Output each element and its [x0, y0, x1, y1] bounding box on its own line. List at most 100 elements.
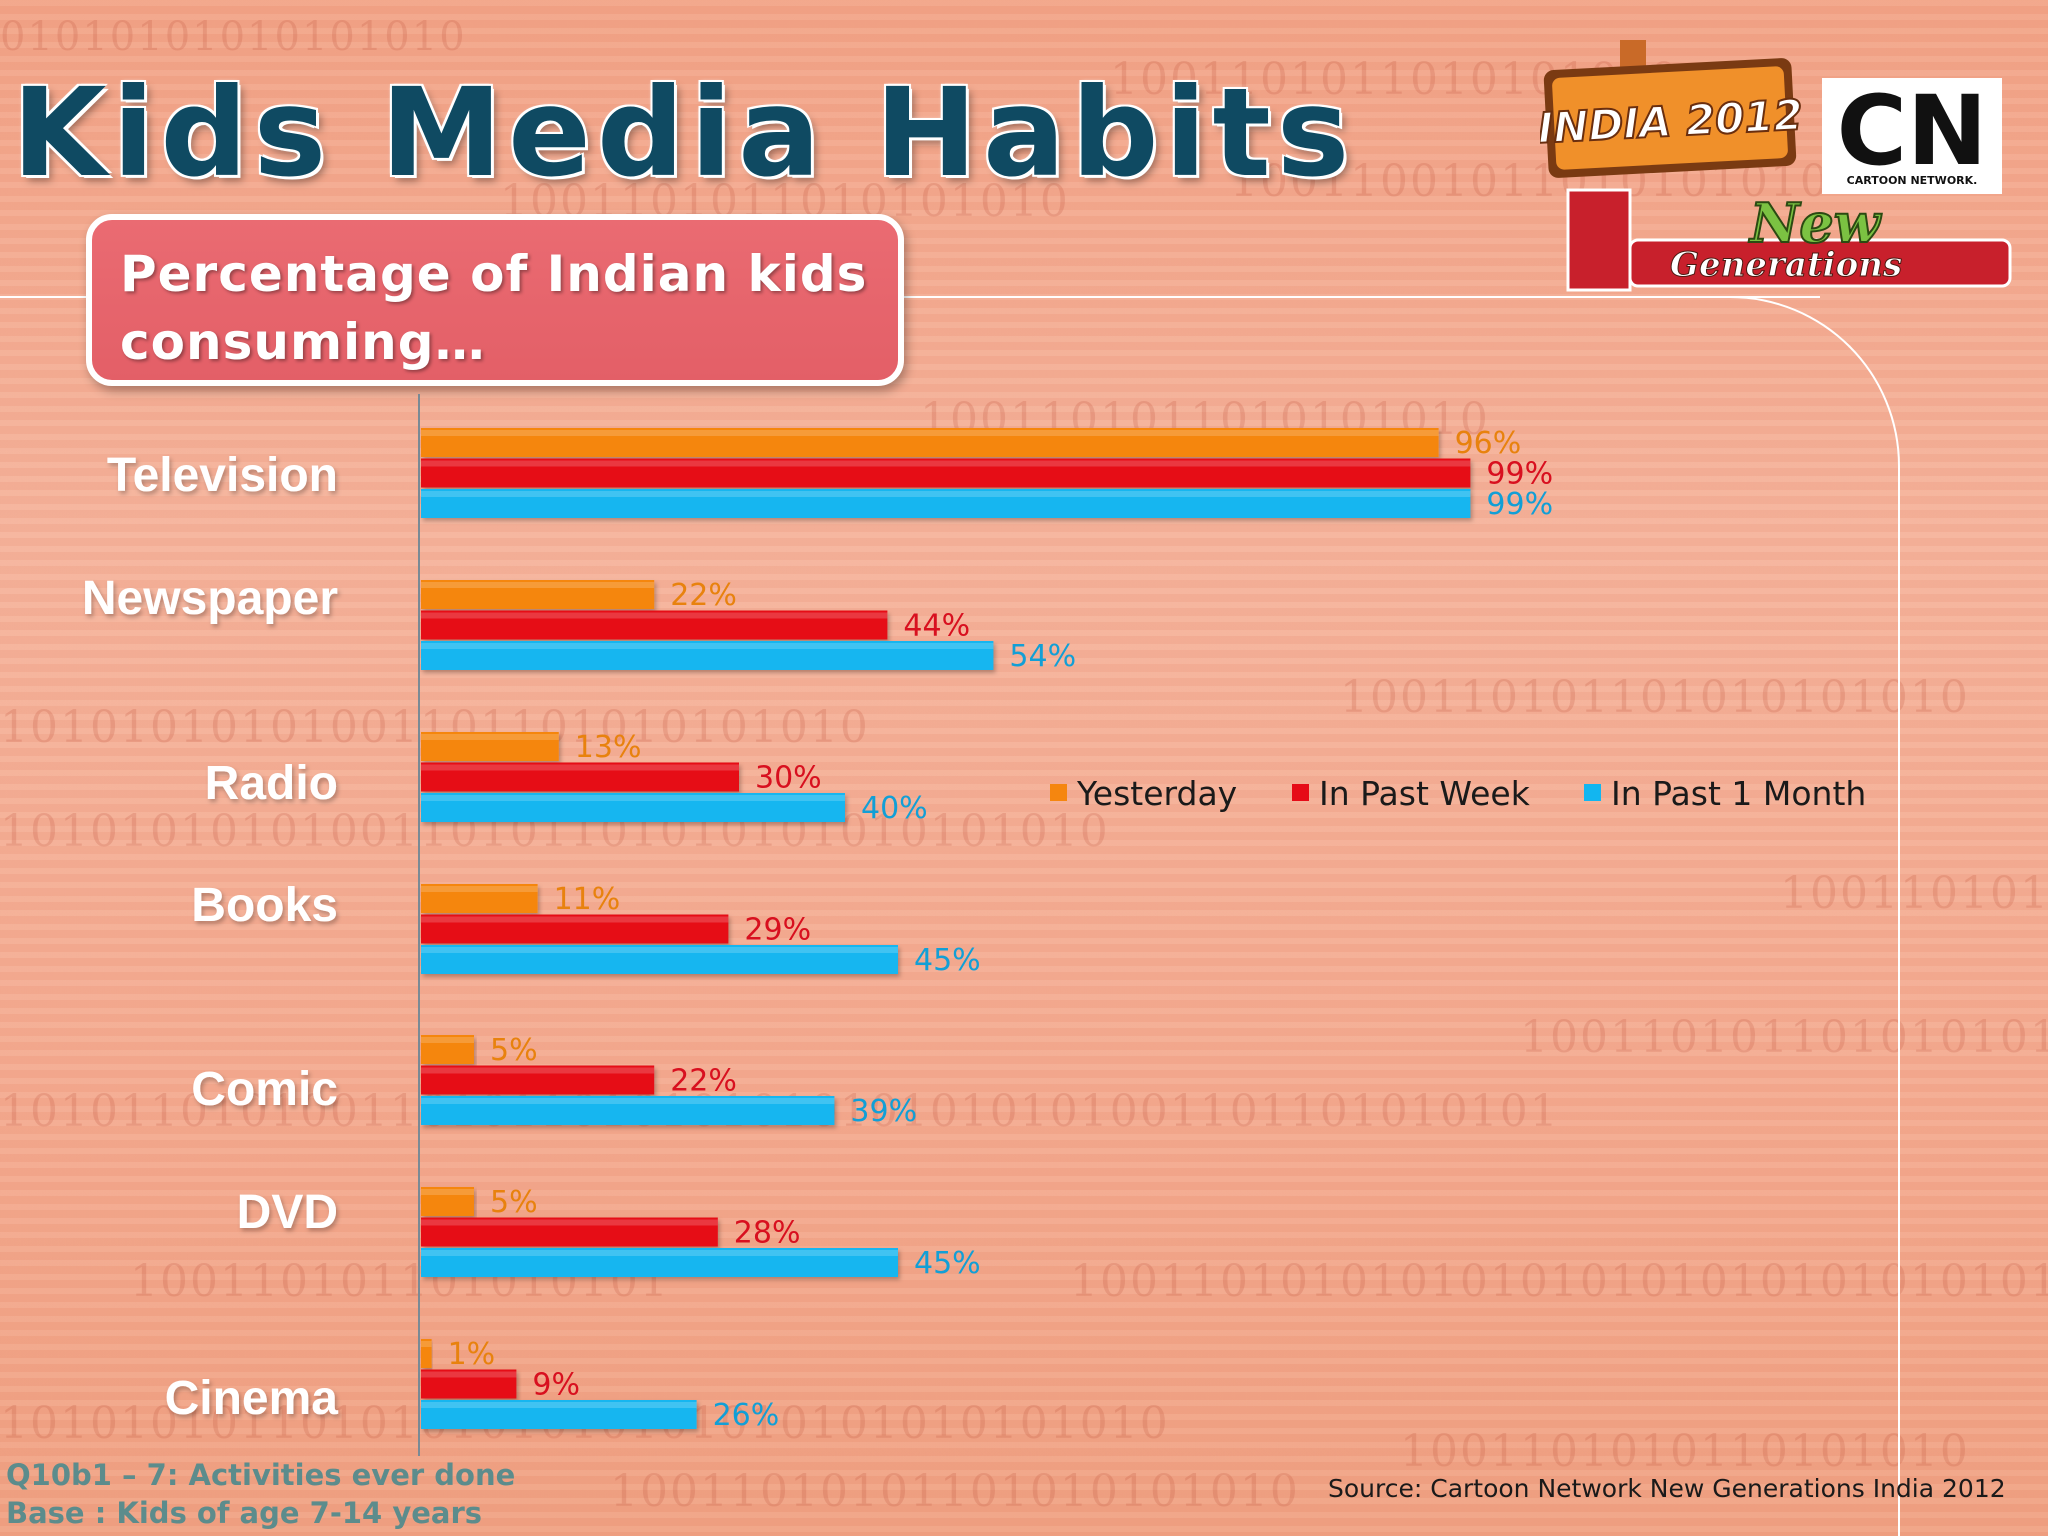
bar-comic-yesterday: [421, 1035, 474, 1064]
tagline-bar: [1628, 238, 2012, 288]
value-label-television-in-past-1-month: 99%: [1486, 487, 1553, 522]
value-label-television-yesterday: 96%: [1455, 426, 1522, 461]
subtitle-box: Percentage of Indian kids consuming…: [86, 214, 904, 386]
value-label-radio-yesterday: 13%: [575, 730, 642, 765]
category-label-books: Books: [191, 879, 338, 932]
bar-highlight-television-in-past-1-month: [421, 491, 1471, 497]
bar-highlight-radio-in-past-week: [421, 764, 739, 771]
bar-highlight-comic-in-past-1-month: [421, 1098, 835, 1104]
bar-books-yesterday: [421, 884, 538, 913]
bar-radio-in-past-week: [421, 762, 739, 792]
value-label-radio-in-past-week: 30%: [755, 761, 822, 796]
india-2012-badge: INDIA 2012: [1540, 40, 1805, 178]
legend-swatch-in-past-1-month: [1584, 784, 1601, 801]
category-label-comic: Comic: [191, 1063, 338, 1116]
value-label-books-yesterday: 11%: [554, 882, 621, 917]
value-label-newspaper-yesterday: 22%: [670, 578, 737, 613]
bar-newspaper-yesterday: [421, 580, 655, 609]
bar-highlight-newspaper-in-past-week: [421, 612, 888, 619]
bar-highlight-television-in-past-week: [421, 460, 1471, 467]
category-label-dvd: DVD: [237, 1186, 338, 1239]
value-label-newspaper-in-past-1-month: 54%: [1009, 639, 1076, 674]
legend-swatch-yesterday: [1050, 784, 1067, 801]
value-label-cinema-yesterday: 1%: [448, 1337, 496, 1372]
bar-books-in-past-week: [421, 914, 729, 944]
bar-highlight-books-in-past-1-month: [421, 947, 898, 953]
cn-brand-text: CN: [1837, 75, 1988, 187]
value-label-books-in-past-1-month: 45%: [914, 943, 981, 978]
value-label-comic-yesterday: 5%: [490, 1033, 538, 1068]
tagline-block: [1566, 188, 1632, 292]
bar-cinema-in-past-1-month: [421, 1400, 697, 1429]
bar-highlight-cinema-in-past-week: [421, 1371, 517, 1378]
value-label-cinema-in-past-1-month: 26%: [713, 1398, 780, 1433]
category-label-television: Television: [107, 449, 338, 502]
bars: [421, 428, 1471, 1429]
category-label-radio: Radio: [205, 757, 338, 810]
bar-highlight-cinema-yesterday: [421, 1341, 432, 1347]
category-label-newspaper: Newspaper: [82, 572, 338, 625]
subtitle-line-1: Percentage of Indian kids: [120, 245, 868, 303]
value-label-comic-in-past-1-month: 39%: [850, 1094, 917, 1129]
value-label-television-in-past-week: 99%: [1486, 457, 1553, 492]
bar-television-in-past-week: [421, 458, 1471, 488]
legend-label-in-past-1-month: In Past 1 Month: [1611, 774, 1866, 813]
legend-label-in-past-week: In Past Week: [1319, 774, 1531, 813]
value-label-dvd-yesterday: 5%: [490, 1185, 538, 1220]
bar-comic-in-past-1-month: [421, 1096, 835, 1125]
bar-newspaper-in-past-1-month: [421, 641, 994, 670]
subtitle-line-2: consuming…: [120, 313, 486, 371]
tagline-line-2: Generations: [1670, 245, 1902, 285]
legend: Yesterday In Past Week In Past 1 Month: [1050, 774, 1866, 813]
bar-highlight-dvd-in-past-1-month: [421, 1250, 898, 1256]
cn-brand-subtext: CARTOON NETWORK.: [1847, 174, 1978, 187]
bar-television-yesterday: [421, 428, 1439, 457]
value-labels: 96%99%99%22%44%54%13%30%40%11%29%45%5%22…: [448, 426, 1553, 1433]
bar-dvd-in-past-week: [421, 1217, 718, 1247]
bar-highlight-books-in-past-week: [421, 916, 729, 923]
bar-dvd-in-past-1-month: [421, 1248, 898, 1277]
cn-brand-backdrop: [1822, 78, 2002, 194]
footnote: Q10b1 – 7: Activities ever done Base : K…: [6, 1456, 515, 1532]
category-label-cinema: Cinema: [165, 1372, 339, 1425]
bar-highlight-dvd-yesterday: [421, 1189, 474, 1195]
bar-highlight-comic-in-past-week: [421, 1067, 655, 1074]
bar-highlight-newspaper-yesterday: [421, 582, 655, 588]
value-label-comic-in-past-week: 22%: [670, 1064, 737, 1099]
value-label-dvd-in-past-week: 28%: [734, 1216, 801, 1251]
bar-comic-in-past-week: [421, 1065, 655, 1095]
tagline-line-1: New: [1748, 191, 1883, 255]
footnote-line-2: Base : Kids of age 7-14 years: [6, 1496, 483, 1530]
frame-top-line: [0, 296, 1820, 298]
bar-highlight-comic-yesterday: [421, 1037, 474, 1043]
cartoon-network-logo: INDIA 2012 CN CARTOON NETWORK. New Gener…: [1540, 40, 2012, 292]
value-label-cinema-in-past-week: 9%: [532, 1368, 580, 1403]
badge-board: [1552, 66, 1788, 170]
category-labels: Television Newspaper Radio Books Comic DVD Cin…: [82, 449, 338, 1425]
bar-cinema-in-past-week: [421, 1369, 517, 1399]
bar-highlight-dvd-in-past-week: [421, 1219, 718, 1226]
bar-dvd-yesterday: [421, 1187, 474, 1216]
bar-radio-yesterday: [421, 732, 559, 761]
bar-books-in-past-1-month: [421, 945, 898, 974]
value-label-newspaper-in-past-week: 44%: [903, 609, 970, 644]
slide-title: Kids Media Habits: [12, 62, 1356, 204]
legend-swatch-in-past-week: [1292, 784, 1309, 801]
bar-highlight-cinema-in-past-1-month: [421, 1402, 697, 1408]
source-note: Source: Cartoon Network New Generations …: [1328, 1474, 2006, 1503]
bar-radio-in-past-1-month: [421, 793, 845, 822]
legend-label-yesterday: Yesterday: [1076, 774, 1237, 813]
bar-highlight-newspaper-in-past-1-month: [421, 643, 994, 649]
bar-highlight-radio-in-past-1-month: [421, 795, 845, 801]
bar-cinema-yesterday: [421, 1339, 432, 1368]
bar-newspaper-in-past-week: [421, 610, 888, 640]
bar-highlight-television-yesterday: [421, 430, 1439, 436]
bar-highlight-books-yesterday: [421, 886, 538, 892]
footnote-line-1: Q10b1 – 7: Activities ever done: [6, 1458, 516, 1492]
value-label-books-in-past-week: 29%: [744, 913, 811, 948]
bar-television-in-past-1-month: [421, 489, 1471, 518]
bar-highlight-radio-yesterday: [421, 734, 559, 740]
cn-brand: CN CARTOON NETWORK.: [1822, 75, 2002, 194]
new-generations-tagline: New Generations: [1566, 188, 2012, 292]
